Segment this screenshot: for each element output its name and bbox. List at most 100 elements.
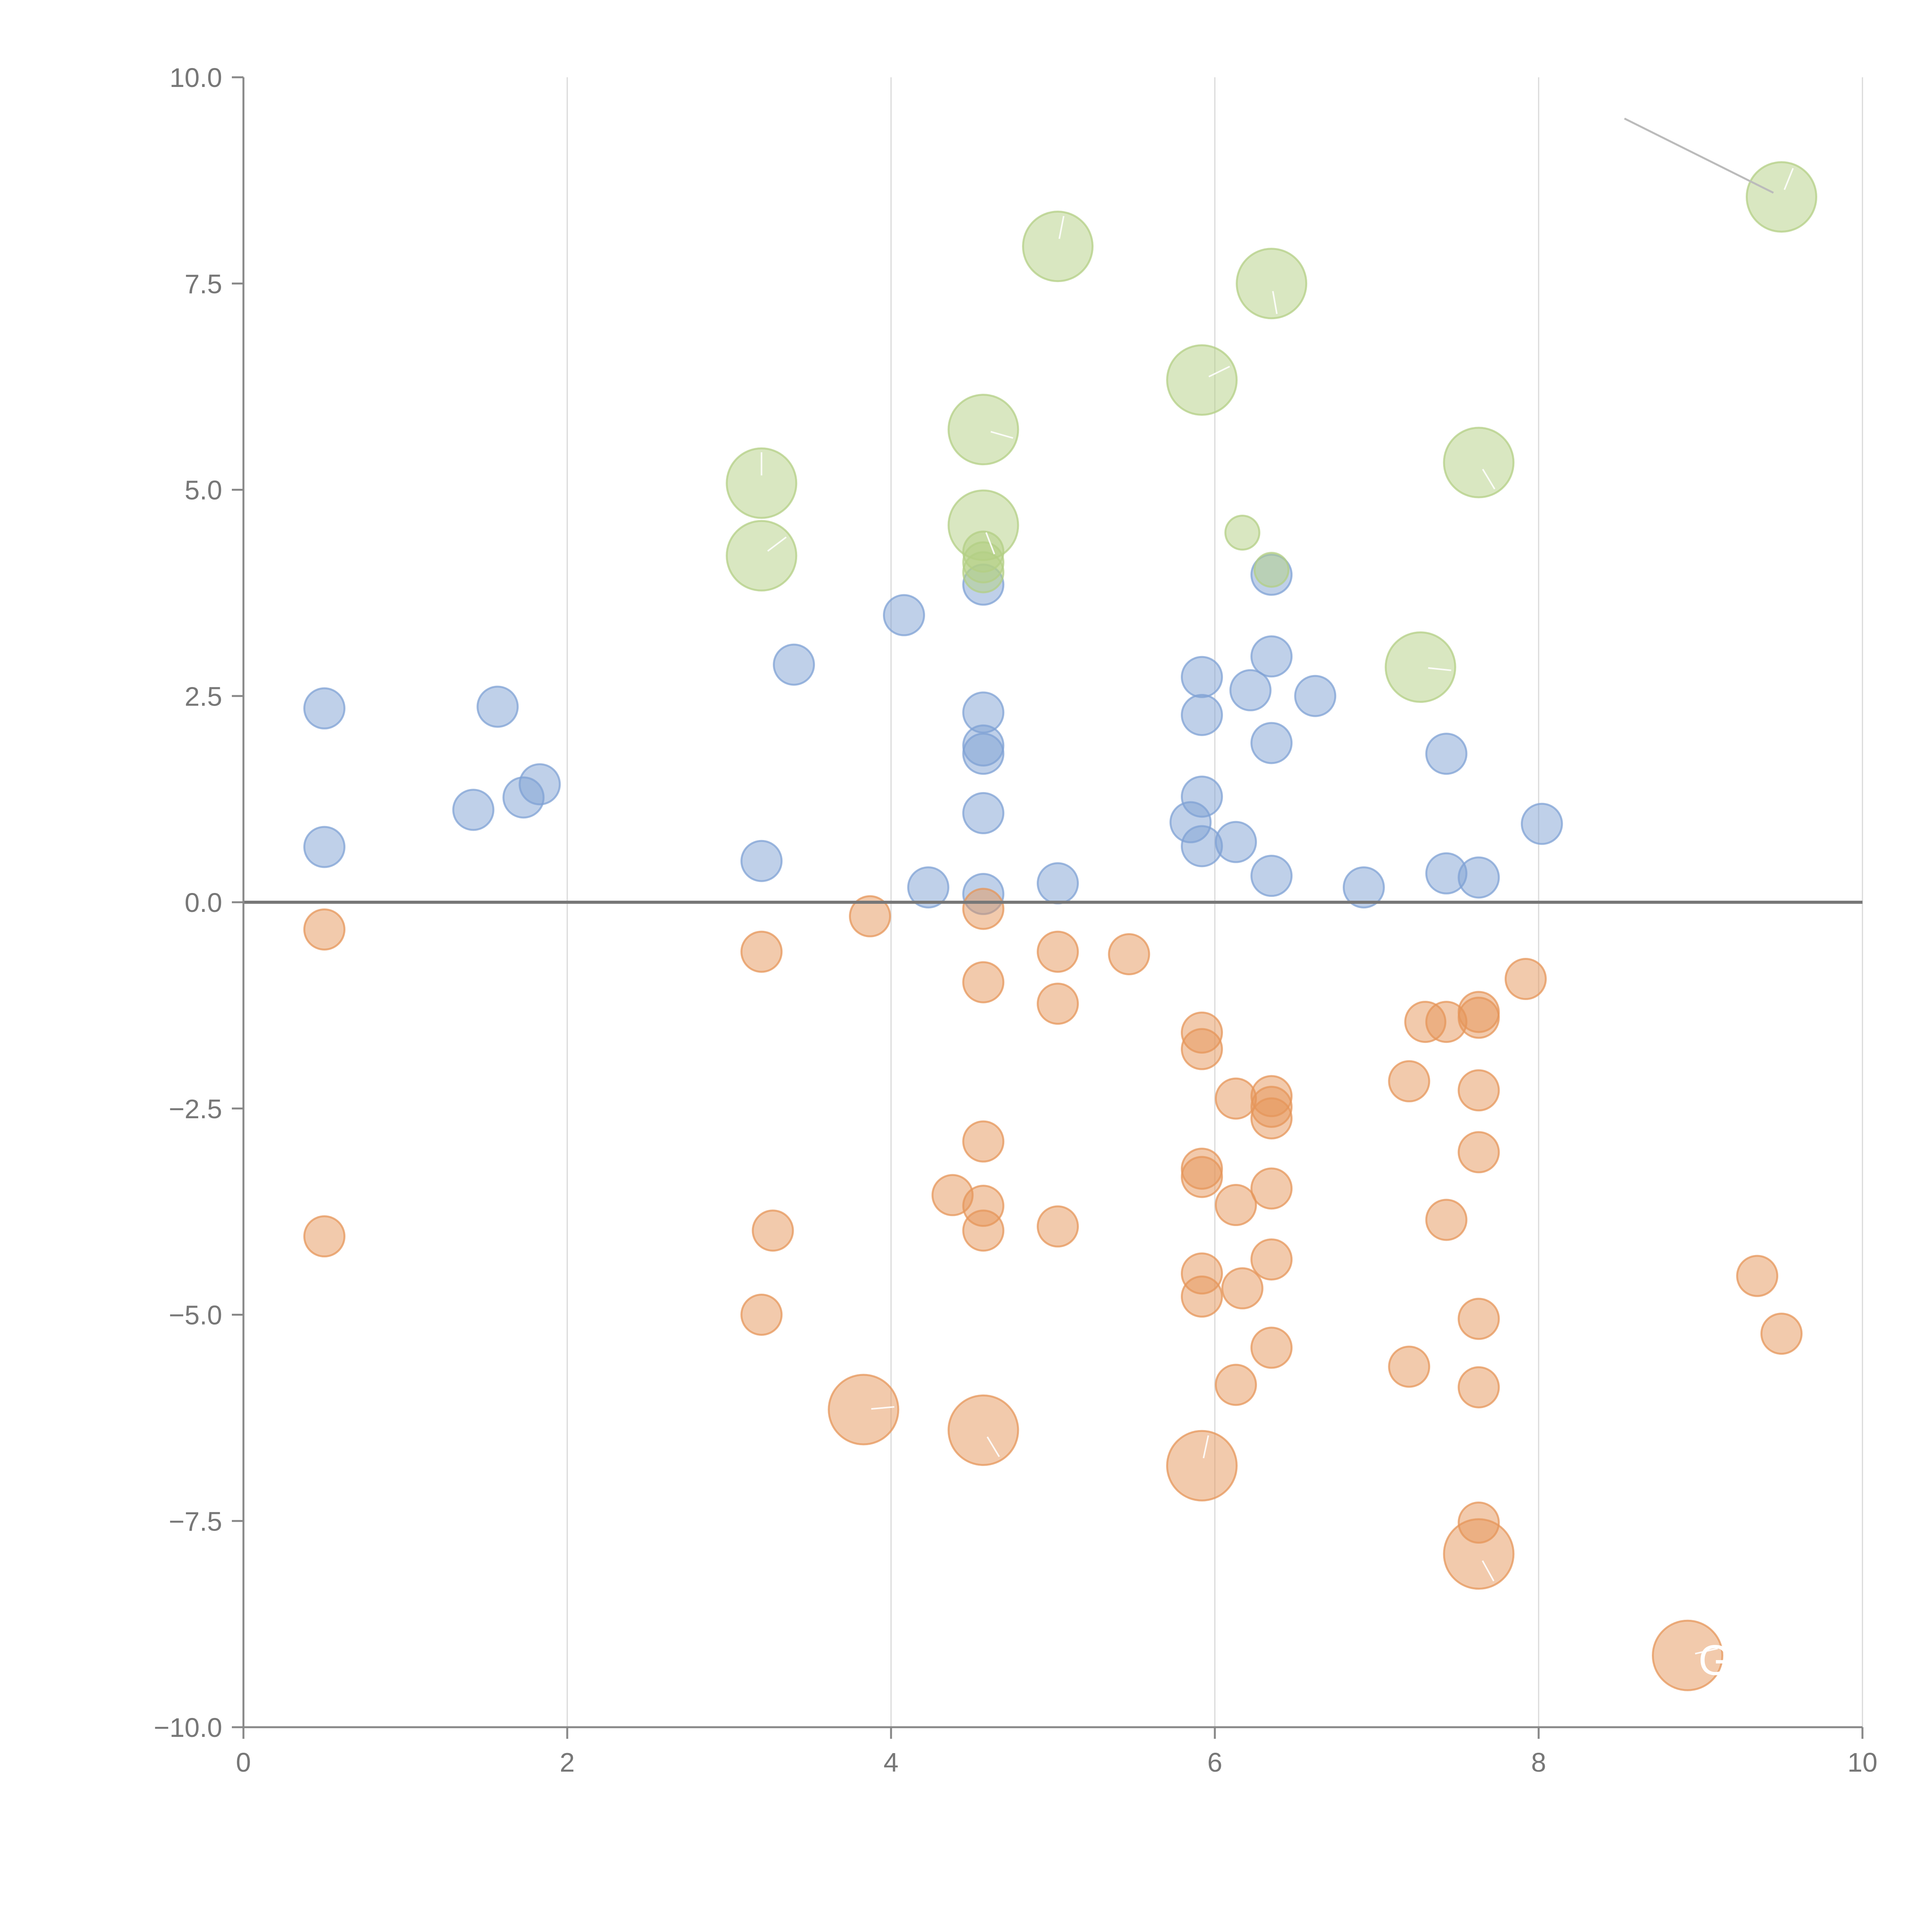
- green-bubble: [962, 551, 1005, 594]
- bubble-annotation-label: G: [1698, 1636, 1731, 1684]
- orange-bubble: [1180, 1156, 1223, 1198]
- y-tick-label: 0.0: [185, 888, 222, 918]
- bubble-leader-line: [1272, 291, 1278, 314]
- x-tick-label: 8: [1531, 1747, 1546, 1777]
- blue-bubble: [1458, 856, 1500, 899]
- y-tick-label: 7.5: [185, 269, 222, 299]
- orange-bubble: [1388, 1060, 1430, 1102]
- bubble-leader-line: [1058, 216, 1065, 239]
- orange-bubble: [1108, 933, 1150, 976]
- blue-bubble: [1229, 669, 1272, 711]
- y-tick-label: −10.0: [154, 1713, 222, 1743]
- blue-bubble: [1214, 821, 1257, 863]
- blue-bubble: [1250, 635, 1293, 678]
- orange-bubble: [1736, 1255, 1779, 1297]
- blue-bubble: [1180, 776, 1223, 818]
- orange-bubble: [1250, 1167, 1293, 1210]
- blue-bubble: [962, 792, 1005, 834]
- blue-bubble: [1180, 694, 1223, 736]
- orange-bubble: [303, 908, 345, 951]
- orange-bubble: [828, 1374, 900, 1446]
- orange-bubble: [1180, 1276, 1223, 1318]
- orange-bubble: [962, 961, 1005, 1003]
- orange-bubble: [1250, 1327, 1293, 1369]
- y-tick-label: 5.0: [185, 475, 222, 505]
- y-tick-label: 2.5: [185, 681, 222, 711]
- y-tick-label: −7.5: [169, 1506, 222, 1536]
- blue-bubble: [1250, 722, 1293, 764]
- bubble-leader-line: [986, 1436, 1000, 1458]
- orange-bubble: [1651, 1619, 1723, 1691]
- orange-bubble: [752, 1209, 794, 1252]
- x-tick-label: 0: [236, 1747, 251, 1777]
- bubble-leader-line: [990, 431, 1014, 439]
- orange-bubble: [1458, 1298, 1500, 1340]
- green-bubble: [1224, 515, 1260, 551]
- green-bubble: [726, 520, 798, 592]
- orange-bubble: [1425, 1199, 1468, 1241]
- orange-bubble: [1166, 1430, 1238, 1502]
- blue-bubble: [962, 733, 1005, 775]
- bubble-leader-line: [871, 1406, 895, 1410]
- callout-leader-line: [1624, 117, 1774, 194]
- bubble-layer: [303, 117, 1817, 1691]
- orange-bubble: [740, 930, 783, 973]
- blue-bubble: [476, 685, 519, 728]
- axis-layer: 10.0 7.5 5.0 2.5 0.0 −2.5 −5.0 −7.5 −10.0 0 2 4 6 8 10: [154, 63, 1878, 1777]
- orange-bubble: [1250, 1097, 1293, 1139]
- blue-bubble: [1037, 862, 1079, 905]
- green-bubble: [1443, 427, 1515, 498]
- bubble-leader-line: [1208, 366, 1230, 378]
- blue-bubble: [1180, 656, 1223, 698]
- bubble-leader-line: [1481, 1560, 1495, 1582]
- orange-bubble: [1760, 1313, 1803, 1355]
- orange-bubble: [1214, 1184, 1257, 1226]
- bubble-leader-line: [1695, 1648, 1718, 1655]
- blue-bubble: [907, 866, 949, 909]
- orange-bubble: [1250, 1238, 1293, 1281]
- blue-bubble: [773, 643, 815, 686]
- blue-bubble: [1294, 675, 1337, 717]
- orange-bubble: [740, 1294, 783, 1336]
- bubble-leader-line: [985, 532, 995, 554]
- orange-bubble: [1214, 1077, 1257, 1120]
- blue-bubble: [883, 594, 925, 636]
- green-bubble: [1236, 248, 1308, 320]
- x-tick-label: 2: [560, 1747, 575, 1777]
- bubble-leader-line: [1428, 667, 1451, 671]
- orange-bubble: [1037, 983, 1079, 1025]
- orange-bubble: [1504, 958, 1547, 1000]
- orange-bubble: [1458, 1366, 1500, 1408]
- green-bubble: [726, 447, 798, 519]
- y-tick-label: 10.0: [170, 63, 222, 93]
- blue-bubble: [303, 687, 345, 730]
- blue-bubble: [303, 826, 345, 868]
- orange-bubble: [1458, 1069, 1500, 1112]
- x-tick-label: 10: [1847, 1747, 1878, 1777]
- orange-bubble: [962, 888, 1005, 930]
- x-tick-label: 4: [884, 1747, 899, 1777]
- green-bubble: [1022, 211, 1094, 282]
- blue-bubble: [519, 763, 561, 806]
- green-bubble: [1253, 552, 1290, 588]
- blue-bubble: [1250, 855, 1293, 897]
- blue-bubble: [1342, 866, 1385, 909]
- orange-bubble: [303, 1215, 345, 1258]
- bubble-leader-line: [1784, 168, 1794, 190]
- orange-bubble: [849, 895, 891, 937]
- orange-bubble: [1458, 1131, 1500, 1173]
- orange-bubble: [1037, 930, 1079, 973]
- blue-bubble: [1520, 803, 1563, 845]
- orange-bubble: [962, 1209, 1005, 1252]
- orange-bubble: [962, 1120, 1005, 1163]
- orange-bubble: [1388, 1345, 1430, 1388]
- green-bubble: [1746, 161, 1817, 233]
- green-bubble: [1166, 344, 1238, 416]
- orange-bubble: [1037, 1205, 1079, 1248]
- blue-bubble: [1425, 733, 1468, 775]
- orange-bubble: [1458, 997, 1500, 1039]
- orange-bubble: [1180, 1028, 1223, 1070]
- y-tick-label: −5.0: [169, 1300, 222, 1330]
